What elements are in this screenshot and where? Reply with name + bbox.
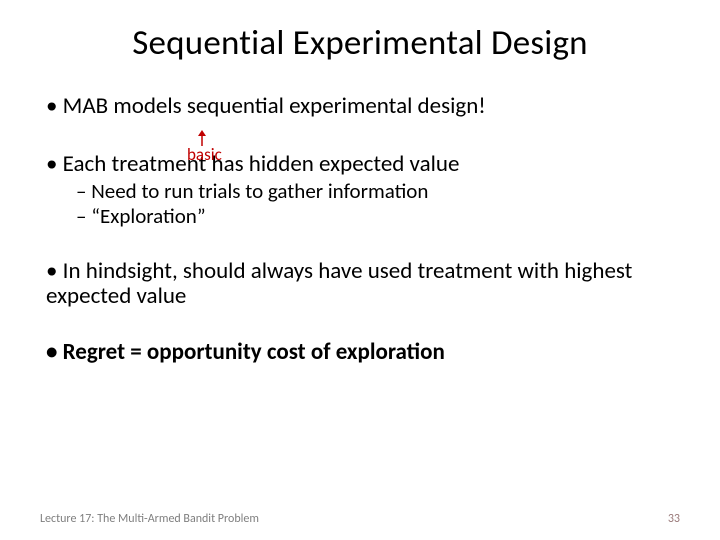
slide-title: Sequential Experimental Design (40, 22, 680, 64)
page-number: 33 (668, 512, 680, 526)
slide: Sequential Experimental Design MAB model… (0, 0, 720, 540)
footer: Lecture 17: The Multi-Armed Bandit Probl… (40, 512, 680, 526)
bullet-4: Regret = opportunity cost of exploration (46, 340, 680, 366)
bullet-2-sub-2: “Exploration” (76, 205, 680, 229)
bullet-2: Each treatment has hidden expected value (46, 152, 680, 178)
bullet-3: In hindsight, should always have used tr… (46, 259, 680, 311)
footer-left: Lecture 17: The Multi-Armed Bandit Probl… (40, 512, 259, 526)
bullet-2-sub-1: Need to run trials to gather information (76, 180, 680, 204)
slide-content: MAB models sequential experimental desig… (40, 94, 680, 366)
annotation-basic: basic (187, 145, 222, 164)
bullet-1: MAB models sequential experimental desig… (46, 94, 680, 120)
